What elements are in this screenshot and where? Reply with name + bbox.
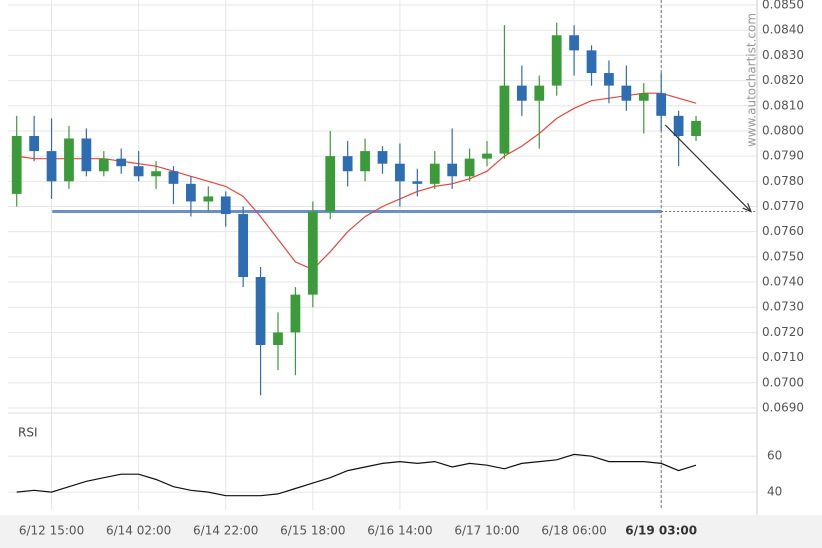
candle-body bbox=[307, 211, 318, 295]
candle-body bbox=[656, 93, 667, 116]
x-tick-label: 6/15 18:00 bbox=[280, 524, 345, 538]
candle-body bbox=[255, 277, 266, 346]
candle-body bbox=[81, 138, 92, 172]
candle-body bbox=[395, 163, 405, 182]
candle-body bbox=[290, 294, 301, 333]
moving-average-line bbox=[16, 92, 697, 271]
x-axis-strip bbox=[0, 515, 822, 548]
y-tick-label: 0.0720 bbox=[762, 325, 804, 339]
candle-body bbox=[551, 35, 562, 86]
y-tick-label: 0.0790 bbox=[762, 149, 804, 163]
y-tick-label: 0.0830 bbox=[762, 48, 804, 62]
indicator-tick-label: 40 bbox=[767, 485, 782, 499]
candle-body bbox=[29, 135, 40, 152]
x-tick-label: 6/17 10:00 bbox=[454, 524, 519, 538]
y-tick-label: 0.0750 bbox=[762, 249, 804, 263]
candle-body bbox=[64, 138, 74, 182]
candle-body bbox=[412, 181, 423, 184]
y-tick-label: 0.0690 bbox=[762, 400, 804, 414]
forecast-arrow bbox=[664, 124, 752, 212]
forecast-arrowhead bbox=[742, 202, 753, 213]
candle-body bbox=[98, 158, 109, 172]
candle-body bbox=[482, 153, 492, 159]
y-tick-label: 0.0770 bbox=[762, 199, 804, 213]
watermark: www.autochartist.com bbox=[745, 13, 759, 147]
candle-body bbox=[273, 332, 283, 346]
y-tick-label: 0.0740 bbox=[762, 275, 804, 289]
y-tick-label: 0.0820 bbox=[762, 73, 804, 87]
candle-body bbox=[586, 50, 597, 74]
y-tick-label: 0.0780 bbox=[762, 174, 804, 188]
candle-body bbox=[238, 214, 249, 278]
y-tick-label: 0.0760 bbox=[762, 224, 804, 238]
candle-body bbox=[534, 85, 545, 101]
y-tick-label: 0.0810 bbox=[762, 98, 804, 112]
candle-body bbox=[220, 196, 231, 215]
candle-body bbox=[133, 166, 144, 177]
y-tick-label: 0.0730 bbox=[762, 300, 804, 314]
indicator-title: RSI bbox=[18, 426, 38, 440]
candle-body bbox=[168, 171, 179, 184]
candle-body bbox=[673, 115, 684, 136]
y-tick-label: 0.0700 bbox=[762, 375, 804, 389]
y-tick-label: 0.0850 bbox=[762, 0, 804, 12]
candle-body bbox=[46, 151, 57, 182]
candle-body bbox=[360, 151, 370, 172]
candle-body bbox=[429, 163, 440, 184]
x-tick-label: 6/12 15:00 bbox=[19, 524, 84, 538]
candle-body bbox=[377, 151, 388, 164]
candle-body bbox=[621, 85, 632, 101]
rsi-line bbox=[16, 453, 697, 497]
candle-body bbox=[325, 156, 336, 212]
indicator-tick-label: 60 bbox=[767, 449, 782, 463]
candle-body bbox=[464, 158, 475, 177]
y-tick-label: 0.0710 bbox=[762, 350, 804, 364]
x-tick-label: 6/14 22:00 bbox=[193, 524, 258, 538]
y-axis-strip bbox=[757, 0, 822, 515]
candle-body bbox=[186, 183, 196, 202]
candle-body bbox=[116, 158, 127, 167]
candle-body bbox=[569, 35, 579, 51]
candle-body bbox=[499, 85, 510, 154]
x-tick-label: 6/19 03:00 bbox=[625, 524, 697, 538]
y-tick-label: 0.0840 bbox=[762, 23, 804, 37]
x-tick-label: 6/14 02:00 bbox=[106, 524, 171, 538]
candle-body bbox=[638, 93, 649, 101]
y-tick-label: 0.0800 bbox=[762, 123, 804, 137]
candle-body bbox=[342, 156, 353, 172]
candle-body bbox=[691, 120, 701, 136]
candle-body bbox=[151, 171, 161, 177]
candle-body bbox=[516, 85, 527, 101]
x-tick-label: 6/18 06:00 bbox=[541, 524, 606, 538]
candle-body bbox=[447, 163, 458, 177]
candle-body bbox=[11, 135, 22, 194]
x-tick-label: 6/16 14:00 bbox=[367, 524, 432, 538]
candle-body bbox=[203, 196, 214, 202]
candle-body bbox=[604, 73, 614, 86]
